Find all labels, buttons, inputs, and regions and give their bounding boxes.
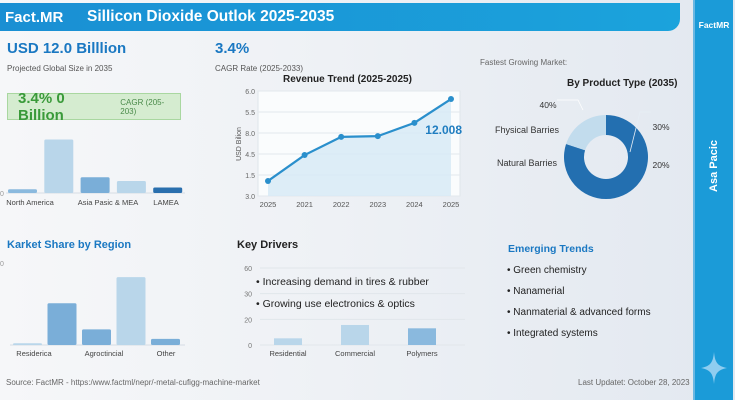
y-tick-label: 0 xyxy=(0,191,4,198)
side-region-label: Asa Pacic xyxy=(708,140,720,192)
product-type-donut-chart: 40% 30% 20% Fhysical Barries Natural Barries xyxy=(495,99,670,199)
right-side-band: FactMR Asa Pacic xyxy=(693,0,733,400)
trend-item: • Nanamerial xyxy=(507,286,565,297)
area-fill xyxy=(268,99,451,196)
percent-label: 40% xyxy=(539,100,556,110)
slice-label: Fhysical Barries xyxy=(495,125,560,135)
donut-slice xyxy=(564,115,648,199)
bar xyxy=(341,324,369,345)
y-axis-label: USD Bilion xyxy=(236,127,243,161)
bar xyxy=(116,181,146,193)
bar xyxy=(8,189,37,193)
y-tick-label: 4.5 xyxy=(245,152,255,159)
key-drivers-list: • Increasing demand in tires & rubber • … xyxy=(256,276,429,320)
x-tick-label: 2022 xyxy=(333,200,350,209)
cagr-highlight-box: 3.4% 0 Billion CAGR (205-203) xyxy=(7,90,181,124)
data-point xyxy=(265,177,271,184)
market-size-stat: USD 12.0 Billlion Projected Global Size … xyxy=(7,40,126,73)
x-tick-label: Other xyxy=(157,349,176,358)
bar xyxy=(82,329,111,345)
y-tick-label: 1.5 xyxy=(245,173,255,180)
leader-line xyxy=(629,111,651,153)
market-size-label: Projected Global Size in 2035 xyxy=(7,64,113,73)
cagr-box-label: CAGR (205-203) xyxy=(120,97,165,116)
y-tick-label: 20 xyxy=(244,317,252,324)
x-tick-label: Asia Pasic & MEA xyxy=(78,198,138,207)
revenue-trend-title: Revenue Trend (2025-2025) xyxy=(283,74,412,85)
cagr-box-value: 3.4% 0 Billion xyxy=(18,89,65,124)
cagr-stat: 3.4% CAGR Rate (2025-2033) xyxy=(215,40,303,73)
donut-title: By Product Type (2035) xyxy=(567,78,678,89)
fastest-growing-label: Fastest Growing Market: xyxy=(480,58,568,67)
trend-item: • Green chemistry xyxy=(507,265,587,276)
y-tick-label: 0 xyxy=(0,261,4,268)
x-tick-label: 2023 xyxy=(369,200,386,209)
bar xyxy=(116,277,146,345)
market-share-bar-chart: 0 Residerica Agroctincial Other xyxy=(0,261,185,358)
bar xyxy=(47,303,77,345)
x-tick-label: 2025 xyxy=(260,200,277,209)
bar xyxy=(80,177,110,193)
y-tick-label: 5.5 xyxy=(245,110,255,117)
emerging-trends-list: • Green chemistry • Nanamerial • Nanmate… xyxy=(507,265,651,349)
bar xyxy=(44,139,74,193)
slice-label: Natural Barries xyxy=(497,158,558,168)
key-driver-item: • Growing use electronics & optics xyxy=(256,298,415,310)
x-tick-label: 2025 xyxy=(443,200,460,209)
y-tick-label: 60 xyxy=(244,266,252,273)
key-drivers-bar-chart: 60 30 20 0 Residential Commercial Polymers xyxy=(244,266,465,358)
x-tick-label: North America xyxy=(6,198,54,207)
annotation-label: 12.008 xyxy=(425,123,462,137)
bar xyxy=(13,343,42,345)
bar xyxy=(408,328,436,345)
key-drivers-title: Key Drivers xyxy=(237,239,299,251)
header-bar: Fact.MR Sillicon Dioxide Outlok 2025-203… xyxy=(0,3,680,31)
x-tick-label: 2021 xyxy=(296,200,313,209)
sparkle-icon xyxy=(701,352,727,384)
y-tick-label: 30 xyxy=(244,292,252,299)
y-tick-label: 3.0 xyxy=(245,194,255,201)
percent-label: 30% xyxy=(652,122,669,132)
market-share-title: Karket Share by Region xyxy=(7,239,132,251)
source-text: Source: FactMR - https:/www.factml/nepr/… xyxy=(6,378,260,387)
key-driver-item: • Increasing demand in tires & rubber xyxy=(256,276,429,288)
x-tick-label: Polymers xyxy=(406,349,438,358)
data-point xyxy=(338,133,345,140)
emerging-trends-title: Emerging Trends xyxy=(508,243,594,255)
x-tick-label: Residerica xyxy=(16,349,52,358)
series-line xyxy=(267,98,452,182)
data-point xyxy=(301,152,308,159)
trend-item: • Nanmaterial & advanced forms xyxy=(507,307,651,318)
donut-slice xyxy=(566,115,606,151)
page-title: Sillicon Dioxide Outlok 2025-2035 xyxy=(87,8,335,25)
bar xyxy=(153,187,183,193)
last-updated-text: Last Updatet: October 28, 2023 xyxy=(578,378,690,387)
cagr-value: 3.4% xyxy=(215,40,250,57)
x-tick-label: LAMEA xyxy=(153,198,178,207)
percent-label: 20% xyxy=(652,160,669,170)
x-tick-label: 2024 xyxy=(406,200,423,209)
revenue-trend-chart: 6.0 5.5 8.0 4.5 1.5 3.0 USD Bilion 2025 2021 2022… xyxy=(236,89,462,209)
bar xyxy=(274,338,302,345)
side-brand: FactMR xyxy=(698,20,730,30)
market-size-value: USD 12.0 Billlion xyxy=(7,40,127,57)
leader-line xyxy=(557,99,584,111)
y-tick-label: 8.0 xyxy=(245,131,255,138)
cagr-label: CAGR Rate (2025-2033) xyxy=(215,64,304,73)
data-point xyxy=(448,96,454,103)
y-tick-label: 0 xyxy=(248,343,252,350)
data-point xyxy=(411,119,418,126)
trend-item: • Integrated systems xyxy=(507,328,598,339)
x-tick-label: Commercial xyxy=(335,349,375,358)
brand-logo: Fact.MR xyxy=(5,8,64,26)
x-tick-label: Agroctincial xyxy=(85,349,124,358)
bar xyxy=(151,338,180,345)
x-tick-label: Residential xyxy=(269,349,306,358)
y-tick-label: 6.0 xyxy=(245,89,255,96)
data-point xyxy=(374,133,381,140)
